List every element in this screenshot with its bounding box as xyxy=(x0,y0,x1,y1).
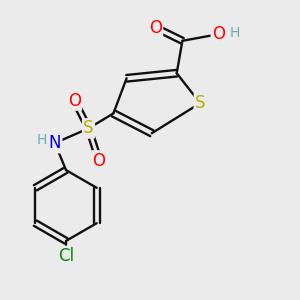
Text: S: S xyxy=(83,119,94,137)
Text: H: H xyxy=(37,133,47,147)
Text: O: O xyxy=(92,152,106,169)
Text: O: O xyxy=(149,19,162,37)
Text: N: N xyxy=(49,134,61,152)
Text: H: H xyxy=(230,26,240,40)
Text: S: S xyxy=(195,94,206,112)
Text: Cl: Cl xyxy=(58,247,74,265)
Text: O: O xyxy=(68,92,81,110)
Text: O: O xyxy=(212,25,225,43)
